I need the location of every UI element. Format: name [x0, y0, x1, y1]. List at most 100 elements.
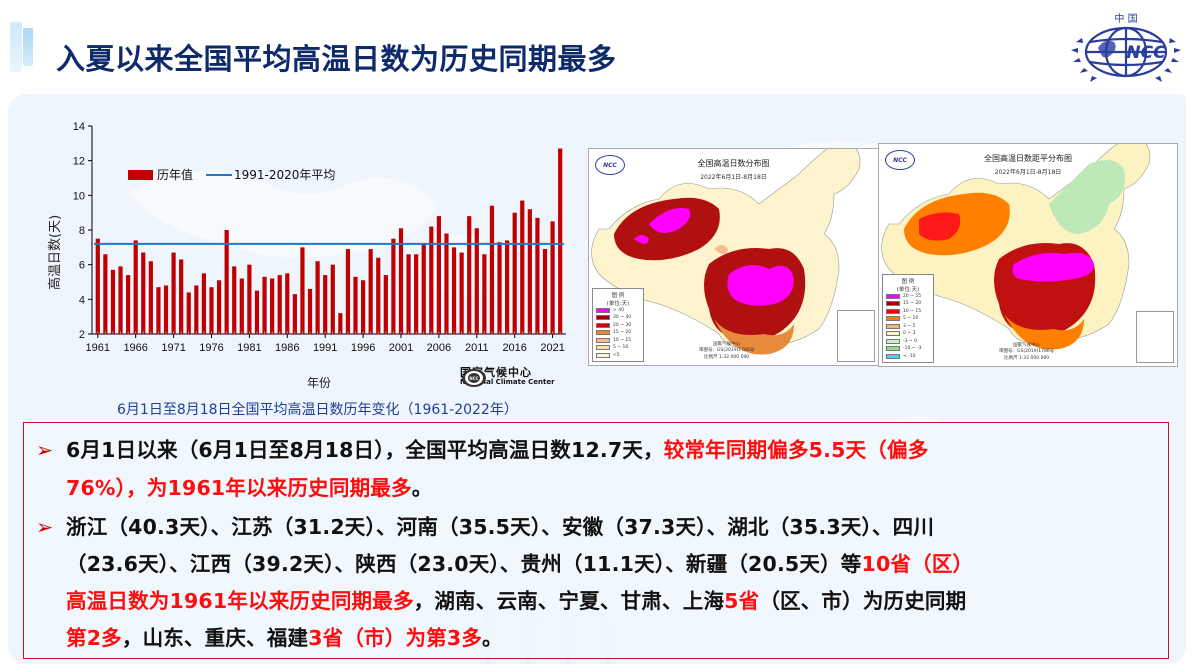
- legend-item: 30 ~ 40: [596, 314, 640, 322]
- bar-1981: [247, 264, 252, 334]
- chart-plot-area: 2 4 6 8 10 12 14 1961 1966 1971 1976 1981 1986 1991 19…: [73, 121, 566, 354]
- legend-swatch: [596, 315, 610, 321]
- bar-2011: [474, 228, 479, 334]
- legend-swatch: [886, 323, 900, 329]
- bar-1964: [118, 266, 123, 334]
- legend-label: 30 ~ 40: [613, 315, 632, 321]
- legend-item: 20 ~ 30: [596, 322, 640, 330]
- south-china-sea-inset: [837, 310, 875, 362]
- legend-label: -10 ~ -3: [903, 346, 922, 352]
- bar-2009: [459, 252, 464, 334]
- map-subtitle: 2022年6月1日-8月18日: [700, 174, 767, 181]
- title-accent-decoration: [10, 22, 36, 72]
- bar-1967: [141, 252, 146, 334]
- map-footer: 国家气候中心 审图号：GS(2019)1786号 比例尺 1:32 000 000: [999, 343, 1055, 361]
- bar-2002: [406, 254, 411, 334]
- bar-1980: [239, 278, 244, 334]
- bar-2007: [444, 233, 449, 334]
- page-title: 入夏以来全国平均高温日数为历史同期最多: [56, 42, 617, 76]
- svg-text:历年值: 历年值: [157, 167, 193, 182]
- bar-1979: [232, 266, 237, 334]
- legend-label: 3 ~ 5: [903, 323, 916, 329]
- bar-2016: [512, 212, 517, 334]
- svg-text:中 国: 中 国: [1114, 12, 1137, 25]
- legend-item: -10 ~ -3: [886, 345, 930, 353]
- legend-swatch: [886, 301, 900, 307]
- legend-swatch: [886, 316, 900, 322]
- map-legend: 图 例 (单位:天) > 40 30 ~ 40 20 ~ 30 15 ~ 20 10 ~…: [592, 287, 644, 362]
- svg-text:1996: 1996: [351, 342, 375, 354]
- bar-1965: [126, 275, 131, 334]
- svg-text:2016: 2016: [502, 342, 526, 354]
- bullet-2-line-1: ➢ 浙江（40.3天）、江苏（31.2天）、河南（35.5天）、安徽（37.3天）…: [36, 515, 935, 539]
- bar-1961: [95, 238, 100, 334]
- map-legend: 图 例 (单位:天) 20 ~ 55 15 ~ 20 10 ~ 15 5 ~ 10 3 …: [882, 273, 934, 363]
- svg-text:1966: 1966: [123, 342, 147, 354]
- bar-1987: [292, 294, 297, 334]
- bar-1989: [307, 288, 313, 334]
- bar-1986: [285, 273, 290, 334]
- legend-item: 10 ~ 15: [886, 308, 930, 316]
- legend-item: 20 ~ 55: [886, 293, 930, 301]
- legend-swatch: [886, 346, 900, 352]
- legend-swatch: [886, 308, 900, 314]
- ncc-globe-icon: NCC: [462, 369, 486, 387]
- legend-item: 15 ~ 20: [886, 300, 930, 308]
- legend-item: <5: [596, 352, 640, 360]
- bar-1985: [277, 275, 282, 334]
- bar-1974: [194, 285, 199, 334]
- legend-swatch: [886, 353, 900, 359]
- bar-2017: [520, 200, 525, 334]
- svg-text:8: 8: [79, 225, 85, 237]
- bar-1999: [383, 275, 388, 334]
- legend-item: 5 ~ 10: [596, 344, 640, 352]
- ncc-logo: NCC 中 国: [1068, 8, 1184, 88]
- bar-2003: [414, 254, 419, 334]
- bullet-1-line-1: ➢ 6月1日以来（6月1日至8月18日），全国平均高温日数12.7天，较常年同期偏…: [36, 438, 929, 462]
- bar-1996: [360, 280, 366, 334]
- bar-1994: [345, 249, 351, 334]
- high-temp-days-distribution-map: NCC 全国高温日数分布图 2022年6月1日-8月18日 图 例 (单位:天)…: [588, 148, 879, 366]
- china-map-shape: [591, 149, 861, 355]
- legend-swatch: [596, 307, 610, 313]
- bar-1976: [209, 287, 214, 334]
- svg-text:14: 14: [73, 121, 85, 133]
- bar-2000: [391, 238, 396, 334]
- legend-label: 15 ~ 20: [613, 330, 632, 336]
- legend-swatch: [886, 293, 900, 299]
- legend-swatch: [596, 330, 610, 336]
- svg-text:12: 12: [73, 156, 85, 168]
- legend-label: -3 ~ 0: [903, 338, 917, 344]
- bar-2014: [497, 242, 502, 334]
- ncc-source-logo: NCC 国家气候中心 National Climate Center: [460, 366, 555, 387]
- bar-2013: [489, 205, 495, 334]
- bar-1997: [368, 249, 373, 334]
- high-temp-days-anomaly-map: NCC 全国高温日数距平分布图 2022年6月1日-8月18日 图 例 (单位:…: [878, 143, 1178, 367]
- legend-item: > 40: [596, 307, 640, 315]
- svg-text:6: 6: [79, 260, 85, 272]
- bar-1966: [133, 240, 138, 334]
- bar-1968: [148, 261, 153, 334]
- svg-text:1986: 1986: [275, 342, 299, 354]
- bullet-2-line-4: 第2多，山东、重庆、福建3省（市）为第3多。: [66, 626, 503, 650]
- bar-2020: [542, 249, 548, 334]
- svg-text:10: 10: [73, 190, 85, 202]
- legend-item: 0 ~ 3: [886, 330, 930, 338]
- legend-label: > 40: [613, 307, 624, 313]
- bar-2005: [429, 226, 434, 334]
- legend-label: 0 ~ 3: [903, 331, 916, 337]
- bar-1973: [186, 292, 191, 334]
- legend-item: -3 ~ 0: [886, 338, 930, 346]
- chart-caption: 6月1日至8月18日全国平均高温日数历年变化（1961-2022年）: [117, 402, 518, 418]
- legend-swatch: [886, 331, 900, 337]
- map-footer: 国家气候中心 审图号：GS(2019)1786号 比例尺 1:32 000 000: [699, 342, 755, 360]
- legend-swatch: [596, 345, 610, 351]
- south-china-sea-inset: [1136, 311, 1174, 363]
- legend-item: < -10: [886, 353, 930, 361]
- legend-swatch: [596, 352, 610, 358]
- map-title: 全国高温日数分布图: [697, 159, 770, 168]
- map-ncc-logo: NCC: [595, 155, 625, 175]
- bar-2018: [527, 209, 532, 334]
- svg-text:2021: 2021: [540, 342, 564, 354]
- bullet-1-line-2: 76%），为1961年以来历史同期最多。: [66, 476, 433, 500]
